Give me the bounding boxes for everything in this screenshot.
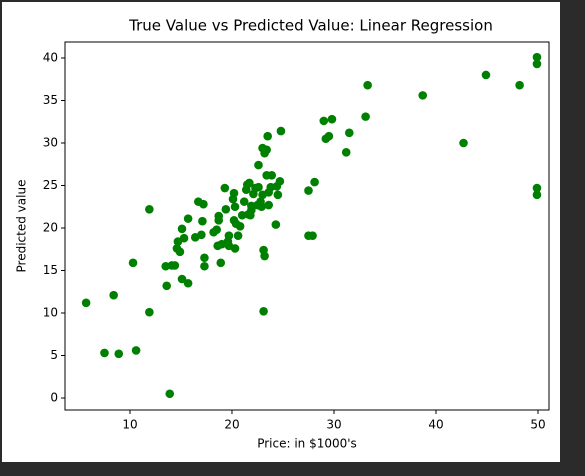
point <box>304 186 313 195</box>
point <box>216 258 226 268</box>
point <box>481 70 491 80</box>
point <box>109 290 118 300</box>
point <box>233 231 243 240</box>
point <box>221 204 231 214</box>
y-tick-label: 40 <box>43 50 58 64</box>
point <box>515 80 524 90</box>
x-tick-label: 40 <box>428 418 443 432</box>
point <box>198 216 207 226</box>
point <box>254 182 263 192</box>
point <box>100 348 109 358</box>
point <box>267 170 277 180</box>
figure: True Value vs Predicted Value: Linear Re… <box>2 2 560 462</box>
point <box>259 307 268 316</box>
point <box>341 148 351 157</box>
point <box>145 307 154 317</box>
x-tick-label: 20 <box>224 418 239 432</box>
point <box>310 177 319 187</box>
point <box>324 131 334 141</box>
point <box>327 114 337 124</box>
point <box>239 197 249 206</box>
point <box>128 258 138 268</box>
point <box>165 389 175 399</box>
y-tick-label: 5 <box>50 348 58 362</box>
point <box>271 220 281 229</box>
y-tick-label: 0 <box>50 391 58 405</box>
point <box>418 91 428 100</box>
point <box>264 200 273 210</box>
point <box>145 204 154 214</box>
point <box>257 202 266 212</box>
y-axis-label: Predicted value <box>15 180 29 273</box>
y-tick-label: 30 <box>43 135 58 149</box>
point <box>235 221 245 231</box>
point <box>263 131 272 141</box>
point <box>224 231 234 240</box>
point <box>197 230 206 240</box>
point <box>532 190 542 200</box>
point <box>183 214 193 223</box>
y-tick-label: 25 <box>43 178 58 192</box>
point <box>230 202 240 212</box>
y-tick-label: 20 <box>43 220 58 234</box>
point <box>532 183 542 193</box>
y-tick-label: 35 <box>43 93 58 107</box>
point <box>177 274 187 284</box>
point <box>179 233 189 243</box>
x-tick-label: 10 <box>122 418 137 432</box>
point <box>214 211 224 221</box>
x-tick-label: 30 <box>326 418 341 432</box>
x-axis-label: Price: in $1000's <box>257 437 357 451</box>
point <box>260 251 269 261</box>
point <box>212 225 221 234</box>
point <box>245 178 254 188</box>
point <box>273 190 283 200</box>
point <box>175 247 185 257</box>
point <box>220 183 230 193</box>
point <box>276 126 286 136</box>
point <box>363 80 372 90</box>
point <box>162 281 171 291</box>
point <box>170 261 180 270</box>
point <box>254 160 263 170</box>
point <box>361 112 370 121</box>
point <box>532 52 542 62</box>
y-tick-label: 10 <box>43 306 58 320</box>
point <box>319 116 329 126</box>
x-tick-label: 50 <box>530 418 545 432</box>
point <box>177 224 187 234</box>
point <box>200 261 209 271</box>
point <box>275 176 285 186</box>
point <box>183 278 193 288</box>
plot-frame <box>64 41 550 411</box>
chart-title: True Value vs Predicted Value: Linear Re… <box>128 17 493 35</box>
point <box>114 349 124 359</box>
point <box>344 128 354 138</box>
y-tick-label: 15 <box>43 263 58 277</box>
point <box>199 199 208 209</box>
point <box>532 59 542 69</box>
point <box>308 231 317 240</box>
point <box>459 138 468 148</box>
point <box>229 188 239 198</box>
point <box>200 253 209 263</box>
point <box>230 244 240 253</box>
point <box>131 346 141 355</box>
point <box>262 145 271 155</box>
point <box>81 298 91 308</box>
